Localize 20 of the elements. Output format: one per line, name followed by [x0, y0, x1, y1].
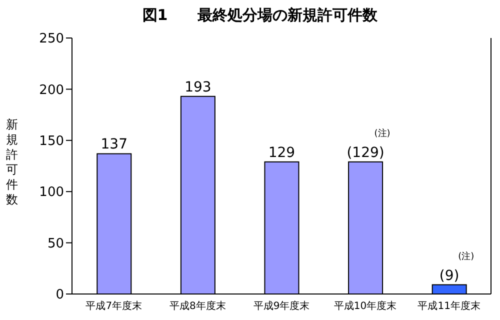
- y-tick-label: 250: [39, 32, 64, 47]
- data-label: (9): [439, 268, 460, 284]
- annotation: (注): [374, 128, 390, 139]
- y-axis-title: 新規許可件数: [6, 118, 18, 206]
- annotation: (注): [458, 250, 474, 262]
- y-tick-label: 150: [39, 134, 64, 150]
- chart-title: 図1 最終処分場の新規許可件数: [141, 5, 379, 26]
- data-label: (129): [346, 144, 384, 161]
- y-tick-label: 0: [56, 288, 64, 303]
- x-tick-label: 平成7年度末: [86, 300, 142, 312]
- data-label: 137: [100, 136, 128, 153]
- data-label: 193: [184, 79, 212, 96]
- y-tick-label: 200: [39, 82, 64, 98]
- data-label: 129: [268, 144, 296, 161]
- x-tick-label: 平成10年度末: [334, 300, 397, 312]
- x-tick-label: 平成8年度末: [170, 300, 226, 312]
- x-tick-label: 平成11年度末: [418, 300, 480, 312]
- x-tick-label: 平成9年度末: [253, 300, 310, 312]
- y-tick-label: 50: [47, 236, 64, 252]
- y-tick-label: 100: [39, 185, 64, 200]
